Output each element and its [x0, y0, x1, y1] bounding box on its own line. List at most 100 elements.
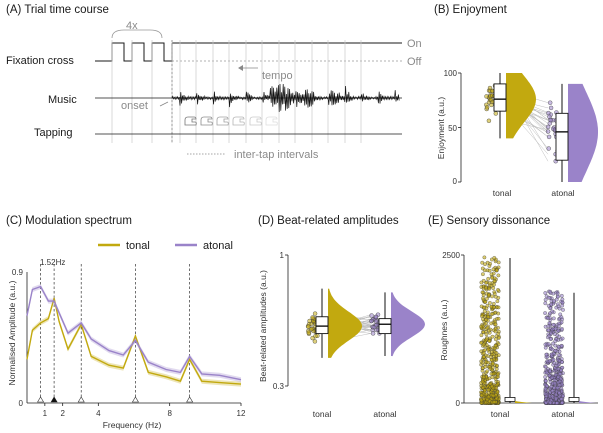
tempo-label: tempo: [262, 70, 293, 82]
beat-amplitude-ytick-0.3: 0.3: [273, 382, 285, 391]
tonal-point: [484, 318, 489, 322]
atonal-point: [543, 375, 548, 379]
atonal-point: [555, 401, 559, 405]
tonal-point: [490, 350, 494, 354]
tonal-point: [480, 379, 485, 384]
atonal-point: [557, 353, 561, 357]
tonal-point: [492, 357, 496, 361]
tonal-point: [494, 367, 499, 371]
tonal-point: [487, 264, 492, 268]
tonal-point: [481, 272, 485, 277]
atonal-point: [545, 129, 551, 134]
tonal-point: [479, 398, 484, 403]
atonal-point: [558, 372, 562, 376]
onset-arrow: [159, 101, 169, 107]
tonal-point: [496, 336, 501, 340]
state-on-label: On: [407, 38, 422, 50]
tonal-point: [486, 395, 491, 399]
enjoyment-ylabel: Enjoyment (a.u.): [436, 97, 446, 160]
repeat-brace: [111, 29, 163, 39]
enjoyment-ytick-100: 100: [444, 69, 458, 78]
atonal-point: [543, 392, 548, 396]
harmonic-marker: [37, 396, 45, 403]
tonal-density: [515, 401, 532, 403]
atonal-box: [378, 318, 392, 335]
tonal-box: [504, 397, 516, 402]
y-tick-label: 0.9: [12, 268, 24, 277]
tonal-point: [489, 272, 494, 277]
atonal-point: [546, 328, 551, 333]
tonal-point: [496, 288, 500, 292]
panel-a-trial-time-course: (A) Trial time course Fixation cross Mus…: [6, 4, 422, 161]
atonal-point: [370, 331, 376, 336]
tonal-point: [496, 353, 501, 358]
atonal-point: [553, 326, 558, 331]
atonal-point: [551, 322, 556, 327]
atonal-point: [557, 334, 562, 339]
tonal-point: [485, 325, 490, 330]
tonal-point: [484, 332, 489, 337]
tonal-point: [490, 276, 495, 280]
tonal-point: [312, 311, 318, 316]
row-label-fixation: Fixation cross: [6, 55, 74, 67]
tonal-density: [328, 288, 362, 358]
atonal-density: [568, 83, 598, 182]
atonal-point: [553, 348, 558, 353]
beat-freq-annotation: 1.52Hz: [40, 258, 65, 267]
atonal-point: [543, 386, 548, 391]
tonal-point: [488, 355, 493, 359]
atonal-box: [555, 112, 569, 161]
atonal-point: [559, 293, 564, 298]
metronome-pulses: [95, 42, 173, 62]
tonal-point: [483, 299, 488, 304]
beat-amplitude-plot: [285, 254, 425, 387]
panel-e-sensory-dissonance: (E) Sensory dissonance Roughnes (a.u.) t…: [428, 215, 598, 419]
tonal-point: [484, 285, 488, 290]
panel-d-beat-amplitudes: (D) Beat-related amplitudes Beat-related…: [258, 215, 425, 419]
tonal-point: [488, 366, 493, 371]
tonal-point: [495, 390, 500, 395]
tonal-point: [496, 372, 500, 377]
atonal-spectrum-line: [26, 285, 242, 381]
tonal-point: [480, 260, 485, 265]
atonal-point: [543, 365, 548, 369]
tonal-point: [489, 312, 494, 316]
tonal-point: [492, 282, 496, 287]
atonal-point: [550, 375, 554, 380]
atonal-point: [560, 360, 564, 364]
panel-c-modulation-spectrum: (C) Modulation spectrum tonal atonal 1.5…: [6, 215, 246, 430]
atonal-ci-band: [27, 284, 241, 383]
atonal-point: [552, 361, 557, 365]
enjoyment-plot: [458, 72, 598, 183]
atonal-point: [545, 124, 551, 130]
atonal-point: [548, 337, 553, 341]
tonal-point: [492, 291, 497, 296]
tapping-hand-icon: [216, 116, 229, 126]
atonal-point: [546, 295, 551, 300]
tonal-point: [487, 268, 492, 273]
tonal-point: [489, 304, 494, 309]
harmonic-marker: [77, 396, 85, 403]
tonal-point: [479, 324, 483, 329]
atonal-point: [546, 342, 551, 347]
atonal-point: [544, 370, 549, 375]
tonal-point: [492, 400, 497, 404]
tonal-point: [488, 301, 492, 305]
tonal-density: [506, 73, 536, 139]
panel-c-title: (C) Modulation spectrum: [6, 215, 132, 227]
tonal-point: [486, 293, 491, 298]
tonal-point: [487, 281, 492, 285]
atonal-density: [579, 401, 596, 403]
atonal-point: [543, 342, 548, 347]
tonal-point: [484, 280, 488, 285]
atonal-point: [547, 334, 552, 338]
spectrum-xlabel: Frequency (Hz): [103, 420, 162, 430]
panel-b-enjoyment: (B) Enjoyment Enjoyment (a.u.) tonal ato…: [434, 4, 598, 198]
atonal-point: [543, 291, 548, 295]
tonal-point: [479, 304, 484, 309]
x-tick-label: 2: [60, 409, 65, 418]
enjoyment-ytick-0: 0: [453, 177, 458, 186]
atonal-point: [560, 327, 564, 331]
atonal-point: [546, 316, 551, 321]
x-tick-label: 1: [43, 409, 48, 418]
